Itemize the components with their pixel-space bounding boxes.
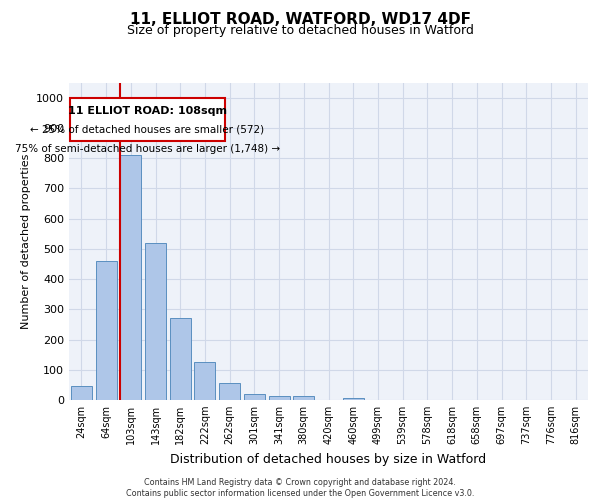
Text: 75% of semi-detached houses are larger (1,748) →: 75% of semi-detached houses are larger (…	[15, 144, 280, 154]
Bar	[71, 386, 92, 400]
FancyBboxPatch shape	[70, 98, 224, 142]
Text: 11 ELLIOT ROAD: 108sqm: 11 ELLIOT ROAD: 108sqm	[68, 106, 227, 116]
Text: Size of property relative to detached houses in Watford: Size of property relative to detached ho…	[127, 24, 473, 37]
Bar	[293, 396, 314, 400]
X-axis label: Distribution of detached houses by size in Watford: Distribution of detached houses by size …	[170, 452, 487, 466]
Bar	[244, 394, 265, 400]
Y-axis label: Number of detached properties: Number of detached properties	[20, 154, 31, 329]
Bar	[219, 384, 240, 400]
Text: 11, ELLIOT ROAD, WATFORD, WD17 4DF: 11, ELLIOT ROAD, WATFORD, WD17 4DF	[130, 12, 470, 28]
Bar	[95, 261, 116, 400]
Bar	[120, 155, 141, 400]
Bar	[170, 318, 191, 400]
Bar	[343, 398, 364, 400]
Bar	[269, 396, 290, 400]
Text: Contains HM Land Registry data © Crown copyright and database right 2024.
Contai: Contains HM Land Registry data © Crown c…	[126, 478, 474, 498]
Bar	[145, 243, 166, 400]
Text: ← 25% of detached houses are smaller (572): ← 25% of detached houses are smaller (57…	[31, 124, 265, 134]
Bar	[194, 362, 215, 400]
